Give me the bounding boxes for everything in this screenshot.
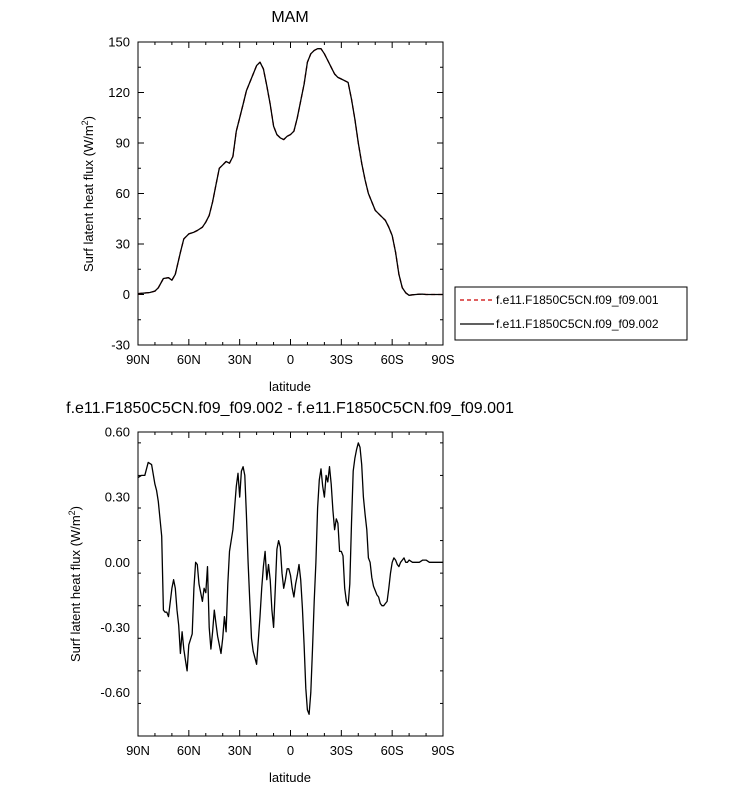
bottom-plot-area (137, 431, 444, 737)
top-y-axis-label: Surf latent heat flux (W/m2) (80, 116, 96, 272)
top-series-line-1 (137, 48, 443, 296)
bottom-y-tick-label: 0.00 (105, 555, 130, 570)
top-y-tick-label: 120 (108, 85, 130, 100)
top-x-tick-label: 30S (330, 352, 353, 367)
top-x-tick-label: 30N (228, 352, 252, 367)
bottom-series-line-1 (137, 442, 443, 715)
top-y-tick-label: 60 (116, 186, 130, 201)
legend-box (454, 286, 688, 341)
bottom-x-tick-label: 90N (126, 743, 150, 758)
bottom-y-tick-label: 0.30 (105, 490, 130, 505)
bottom-x-tick-label: 30S (330, 743, 353, 758)
top-chart-title: MAM (271, 9, 308, 26)
top-ticks: 90N 60N 30N 0 30S 60S 90S -30 0 30 60 90 120 150 (108, 35, 455, 368)
bottom-x-tick-label: 30N (228, 743, 252, 758)
top-y-tick-label: 90 (116, 136, 130, 151)
top-y-tick-label: 150 (108, 35, 130, 50)
bottom-y-tick-label: 0.60 (105, 425, 130, 440)
legend-label-002: f.e11.F1850C5CN.f09_f09.002 (496, 317, 659, 331)
legend-label-001: f.e11.F1850C5CN.f09_f09.001 (496, 293, 659, 307)
top-x-axis-label: latitude (269, 379, 311, 394)
top-x-tick-label: 60N (177, 352, 201, 367)
bottom-x-tick-label: 90S (431, 743, 454, 758)
bottom-y-axis-label: Surf latent heat flux (W/m2) (67, 506, 83, 662)
top-y-tick-label: 30 (116, 237, 130, 252)
bottom-chart: f.e11.F1850C5CN.f09_f09.002 - f.e11.F185… (66, 400, 514, 785)
bottom-x-axis-label: latitude (269, 770, 311, 785)
bottom-chart-title: f.e11.F1850C5CN.f09_f09.002 - f.e11.F185… (66, 400, 514, 417)
top-chart: MAM 90N 60N 30N 0 30S 60S 90S-300306090120150 … (80, 9, 688, 394)
top-x-tick-label: 90S (431, 352, 454, 367)
bottom-series-lines (137, 442, 443, 715)
bottom-y-tick-label: -0.30 (100, 620, 130, 635)
bottom-y-tick-label: -0.60 (100, 685, 130, 700)
top-plot-area (137, 41, 444, 346)
legend: f.e11.F1850C5CN.f09_f09.001 f.e11.F1850C… (454, 286, 688, 341)
bottom-x-tick-label: 60S (381, 743, 404, 758)
top-y-tick-label: 0 (123, 287, 130, 302)
top-x-tick-label: 60S (381, 352, 404, 367)
top-y-tick-label: -30 (111, 338, 130, 353)
top-series-line-2 (137, 48, 443, 296)
top-series-lines (137, 48, 443, 296)
top-x-tick-label: 0 (287, 352, 294, 367)
bottom-ticks: 90N 60N 30N 0 30S 60S 90S 0.60 0.30 0.00 -0.30 -0.6… (100, 425, 455, 759)
bottom-x-tick-label: 60N (177, 743, 201, 758)
top-x-tick-label: 90N (126, 352, 150, 367)
bottom-x-tick-label: 0 (287, 743, 294, 758)
